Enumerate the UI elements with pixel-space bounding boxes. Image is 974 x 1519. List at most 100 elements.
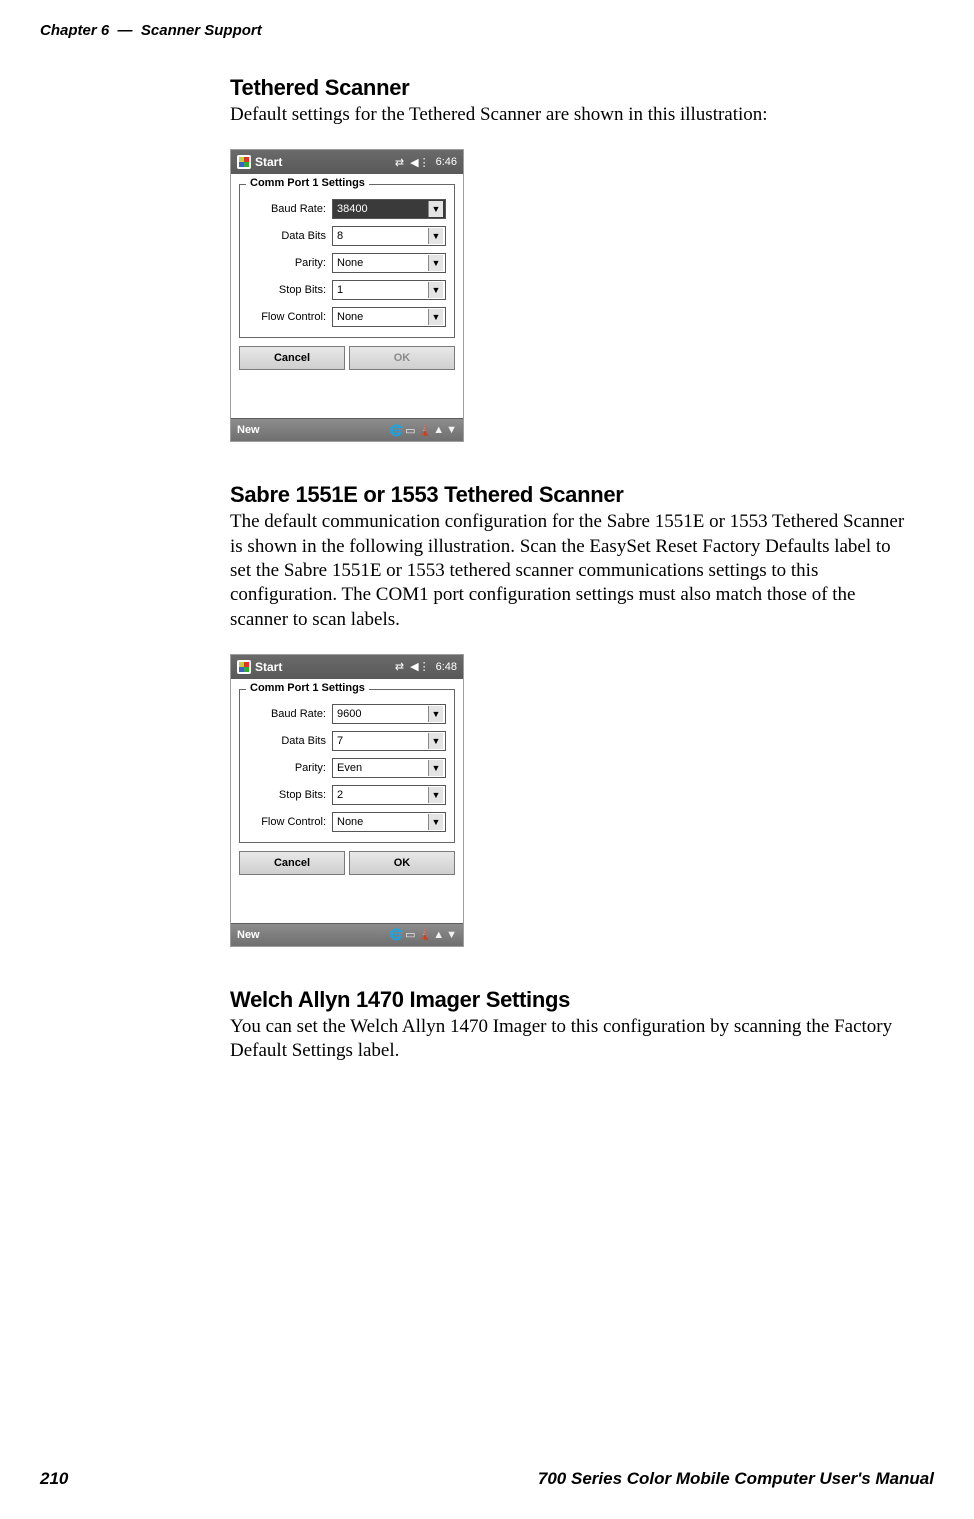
combo-parity-value: Even bbox=[337, 762, 362, 774]
speaker-icon: ◀⋮ bbox=[410, 156, 429, 169]
row-parity: Parity: None ▼ bbox=[248, 253, 446, 273]
chevron-down-icon: ▼ bbox=[428, 733, 443, 749]
connectivity-icon: ⇄ bbox=[395, 156, 404, 169]
heading-tethered: Tethered Scanner bbox=[230, 75, 910, 101]
label-parity: Parity: bbox=[248, 762, 332, 774]
device2-titlebar-left: Start bbox=[237, 660, 282, 674]
tray-signal-icon: 🗼 bbox=[418, 424, 432, 437]
connectivity-icon: ⇄ bbox=[395, 660, 404, 673]
tray-down-icon: ▼ bbox=[446, 424, 457, 436]
combo-databits-value: 8 bbox=[337, 230, 343, 242]
spacer bbox=[239, 370, 455, 410]
combo-flow[interactable]: None ▼ bbox=[332, 812, 446, 832]
button-row: Cancel OK bbox=[239, 851, 455, 875]
chevron-down-icon: ▼ bbox=[428, 760, 443, 776]
device1-titlebar-left: Start bbox=[237, 155, 282, 169]
device1-titlebar-right: ⇄ ◀⋮ 6:46 bbox=[395, 156, 457, 169]
device-screenshot-1: Start ⇄ ◀⋮ 6:46 Comm Port 1 Settings Bau… bbox=[230, 149, 464, 442]
row-flow: Flow Control: None ▼ bbox=[248, 307, 446, 327]
group-legend: Comm Port 1 Settings bbox=[246, 177, 369, 189]
page-number: 210 bbox=[40, 1469, 68, 1489]
cancel-button[interactable]: Cancel bbox=[239, 346, 345, 370]
windows-flag-icon bbox=[237, 660, 251, 674]
content-column: Tethered Scanner Default settings for th… bbox=[230, 75, 910, 1086]
tray-globe-icon: 🌐 bbox=[389, 928, 403, 941]
tray-up-icon: ▲ bbox=[433, 424, 444, 436]
device1-taskbar: New 🌐 ▭ 🗼 ▲ ▼ bbox=[231, 418, 463, 441]
combo-databits[interactable]: 8 ▼ bbox=[332, 226, 446, 246]
label-baud: Baud Rate: bbox=[248, 708, 332, 720]
ok-button[interactable]: OK bbox=[349, 346, 455, 370]
label-parity: Parity: bbox=[248, 257, 332, 269]
heading-sabre: Sabre 1551E or 1553 Tethered Scanner bbox=[230, 482, 910, 508]
comm-port-groupbox: Comm Port 1 Settings Baud Rate: 38400 ▼ … bbox=[239, 184, 455, 338]
combo-databits[interactable]: 7 ▼ bbox=[332, 731, 446, 751]
row-databits: Data Bits 7 ▼ bbox=[248, 731, 446, 751]
tray-down-icon: ▼ bbox=[446, 929, 457, 941]
chevron-down-icon: ▼ bbox=[428, 814, 443, 830]
combo-parity[interactable]: None ▼ bbox=[332, 253, 446, 273]
start-label[interactable]: Start bbox=[255, 155, 282, 169]
row-databits: Data Bits 8 ▼ bbox=[248, 226, 446, 246]
tray-up-icon: ▲ bbox=[433, 929, 444, 941]
tray-signal-icon: 🗼 bbox=[418, 928, 432, 941]
device1-titlebar: Start ⇄ ◀⋮ 6:46 bbox=[231, 150, 463, 174]
manual-title: 700 Series Color Mobile Computer User's … bbox=[538, 1469, 934, 1489]
ok-button[interactable]: OK bbox=[349, 851, 455, 875]
row-flow: Flow Control: None ▼ bbox=[248, 812, 446, 832]
label-databits: Data Bits bbox=[248, 230, 332, 242]
task-tray: 🌐 ▭ 🗼 ▲ ▼ bbox=[389, 424, 457, 437]
cancel-button[interactable]: Cancel bbox=[239, 851, 345, 875]
clock-text: 6:48 bbox=[436, 661, 457, 673]
heading-welch: Welch Allyn 1470 Imager Settings bbox=[230, 987, 910, 1013]
body-welch: You can set the Welch Allyn 1470 Imager … bbox=[230, 1015, 910, 1064]
page: Chapter 6 — Scanner Support Tethered Sca… bbox=[0, 0, 974, 1519]
combo-baud[interactable]: 9600 ▼ bbox=[332, 704, 446, 724]
combo-flow-value: None bbox=[337, 816, 363, 828]
combo-stopbits-value: 1 bbox=[337, 284, 343, 296]
chevron-down-icon: ▼ bbox=[428, 228, 443, 244]
tray-card-icon: ▭ bbox=[405, 928, 415, 941]
row-baud: Baud Rate: 38400 ▼ bbox=[248, 199, 446, 219]
label-stopbits: Stop Bits: bbox=[248, 284, 332, 296]
taskbar-new[interactable]: New bbox=[237, 929, 260, 941]
group-legend: Comm Port 1 Settings bbox=[246, 682, 369, 694]
spacer bbox=[239, 875, 455, 915]
combo-parity[interactable]: Even ▼ bbox=[332, 758, 446, 778]
body-tethered: Default settings for the Tethered Scanne… bbox=[230, 103, 910, 127]
label-flow: Flow Control: bbox=[248, 816, 332, 828]
device2-titlebar: Start ⇄ ◀⋮ 6:48 bbox=[231, 655, 463, 679]
chevron-down-icon: ▼ bbox=[428, 309, 443, 325]
header-dash: — bbox=[118, 22, 133, 39]
row-parity: Parity: Even ▼ bbox=[248, 758, 446, 778]
device2-taskbar: New 🌐 ▭ 🗼 ▲ ▼ bbox=[231, 923, 463, 946]
combo-flow[interactable]: None ▼ bbox=[332, 307, 446, 327]
chapter-number: Chapter 6 bbox=[40, 22, 109, 39]
row-stopbits: Stop Bits: 1 ▼ bbox=[248, 280, 446, 300]
taskbar-new[interactable]: New bbox=[237, 424, 260, 436]
speaker-icon: ◀⋮ bbox=[410, 660, 429, 673]
row-baud: Baud Rate: 9600 ▼ bbox=[248, 704, 446, 724]
running-header: Chapter 6 — Scanner Support bbox=[40, 22, 262, 39]
tray-card-icon: ▭ bbox=[405, 424, 415, 437]
chevron-down-icon: ▼ bbox=[428, 787, 443, 803]
section-sabre: Sabre 1551E or 1553 Tethered Scanner The… bbox=[230, 482, 910, 947]
chevron-down-icon: ▼ bbox=[428, 282, 443, 298]
device-screenshot-2: Start ⇄ ◀⋮ 6:48 Comm Port 1 Settings Bau… bbox=[230, 654, 464, 947]
combo-parity-value: None bbox=[337, 257, 363, 269]
combo-baud[interactable]: 38400 ▼ bbox=[332, 199, 446, 219]
body-sabre: The default communication configuration … bbox=[230, 510, 910, 632]
label-baud: Baud Rate: bbox=[248, 203, 332, 215]
start-label[interactable]: Start bbox=[255, 660, 282, 674]
button-row: Cancel OK bbox=[239, 346, 455, 370]
combo-stopbits[interactable]: 2 ▼ bbox=[332, 785, 446, 805]
device1-body: Comm Port 1 Settings Baud Rate: 38400 ▼ … bbox=[231, 174, 463, 418]
combo-baud-value: 38400 bbox=[337, 203, 368, 215]
label-flow: Flow Control: bbox=[248, 311, 332, 323]
comm-port-groupbox: Comm Port 1 Settings Baud Rate: 9600 ▼ D… bbox=[239, 689, 455, 843]
combo-stopbits[interactable]: 1 ▼ bbox=[332, 280, 446, 300]
tray-globe-icon: 🌐 bbox=[389, 424, 403, 437]
windows-flag-icon bbox=[237, 155, 251, 169]
device2-body: Comm Port 1 Settings Baud Rate: 9600 ▼ D… bbox=[231, 679, 463, 923]
section-tethered-scanner: Tethered Scanner Default settings for th… bbox=[230, 75, 910, 442]
